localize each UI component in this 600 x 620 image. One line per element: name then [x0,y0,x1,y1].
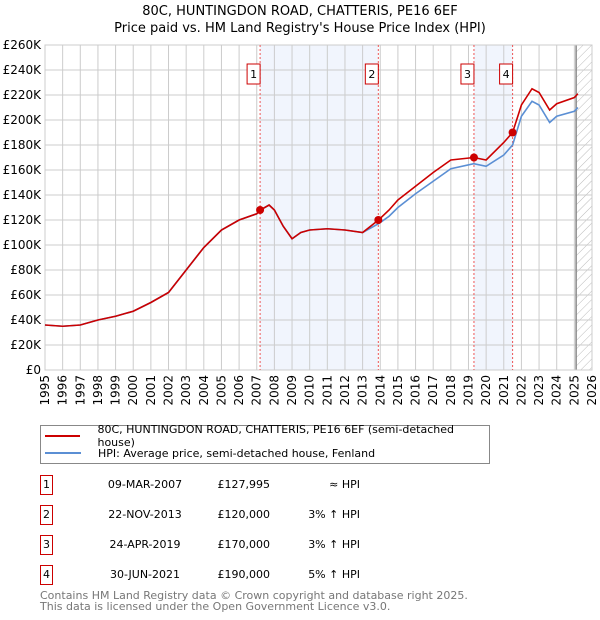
x-tick-label: 2010 [303,375,317,406]
x-tick-label: 2004 [197,375,211,406]
x-tick-label: 1997 [73,375,87,406]
x-tick-label: 2020 [479,375,493,406]
x-tick-label: 1996 [56,375,70,406]
x-tick-label: 2003 [179,375,193,406]
sale-label-box [499,63,514,85]
y-tick-label: £20K [10,338,42,352]
sale-point [374,216,383,224]
y-tick-label: £80K [10,263,42,277]
table-row: 4 30-JUN-2021 £190,000 5% ↑ HPI [40,565,440,585]
x-tick-label: 2001 [144,375,158,406]
plot-frame [44,44,593,371]
x-tick-label: 2026 [585,375,599,406]
x-tick-label: 2023 [532,375,546,406]
x-tick-label: 2019 [461,375,475,406]
y-tick-label: £200K [3,113,43,127]
shaded-period [260,45,379,370]
x-tick-label: 2011 [320,375,334,406]
x-tick-label: 2013 [356,375,370,406]
y-tick-label: £160K [3,163,43,177]
sale-label-box [246,63,261,85]
sale-price: £170,000 [217,538,271,551]
x-tick-label: 2002 [162,375,176,406]
sale-date: 30-JUN-2021 [109,568,181,581]
price-paid-line [44,87,579,328]
footer: Contains HM Land Registry data © Crown c… [40,590,468,612]
y-tick-label: £120K [3,213,43,227]
price-chart: 1995 1996 1997 1998 1999 2000 2001 2002 2003 2004… [3,38,599,406]
x-tick-label: 2024 [550,375,564,406]
y-tick-label: £40K [10,313,42,327]
sale-hpi-relation: 3% ↑ HPI [308,538,360,551]
y-tick-label: £140K [3,188,43,202]
x-tick-label: 1995 [38,375,52,406]
sale-point [256,206,265,215]
sale-date: 24-APR-2019 [109,538,181,551]
y-tick-label: £100K [3,238,43,252]
legend-blue-line [45,452,81,454]
x-tick-label: 2008 [267,375,281,406]
y-tick-label: £0 [26,363,41,377]
x-tick-label: 2022 [514,375,528,406]
shaded-period [473,45,513,370]
chart-title: 80C, HUNTINGDON ROAD, CHATTERIS, PE16 6E… [142,4,458,19]
table-row: 1 09-MAR-2007 £127,995 ≈ HPI [40,475,440,495]
y-tick-label: £60K [10,288,42,302]
sale-label: 1 [250,68,257,81]
sale-number: 4 [40,565,53,585]
legend-red-line [45,435,81,437]
sale-hpi-relation: 3% ↑ HPI [308,508,360,521]
x-tick-label: 2017 [426,375,440,406]
x-tick-label: 2018 [444,375,458,406]
table-row: 3 24-APR-2019 £170,000 3% ↑ HPI [40,535,440,555]
sale-label-box [460,63,475,85]
table-row: 2 22-NOV-2013 £120,000 3% ↑ HPI [40,505,440,525]
x-tick-label: 2021 [497,375,511,406]
x-tick-label: 2006 [232,375,246,406]
sale-label: 3 [464,68,471,81]
sale-price: £127,995 [217,478,271,491]
sale-number: 2 [40,505,53,525]
y-tick-label: £180K [3,138,43,152]
x-tick-label: 2012 [338,375,352,406]
sale-label-box [364,63,379,85]
sale-point [508,128,517,137]
x-tick-label: 2014 [373,375,387,406]
y-tick-label: £240K [3,63,43,77]
x-tick-label: 2025 [567,375,581,406]
footer-licence: This data is licensed under the Open Gov… [40,600,391,613]
x-tick-label: 2005 [214,375,228,406]
sale-price: £120,000 [217,508,271,521]
x-tick-label: 2009 [285,375,299,406]
sale-number: 3 [40,535,53,555]
forecast-hatch [576,45,592,370]
sale-label: 2 [368,68,375,81]
sale-point [469,153,478,162]
x-tick-label: 2000 [126,375,140,406]
sale-hpi-relation: 5% ↑ HPI [308,568,360,581]
x-tick-label: 2016 [409,375,423,406]
x-tick-label: 2015 [391,375,405,406]
sale-price: £190,000 [217,568,271,581]
x-tick-label: 1999 [109,375,123,406]
sale-label: 4 [503,68,510,81]
y-tick-label: £220K [3,88,43,102]
chart-subtitle: Price paid vs. HM Land Registry's House … [114,21,486,36]
sale-hpi-relation: ≈ HPI [329,478,360,491]
y-tick-label: £260K [3,38,43,52]
sale-date: 09-MAR-2007 [107,478,183,491]
legend-property-label: 80C, HUNTINGDON ROAD, CHATTERIS, PE16 6E… [97,423,454,449]
footer-copyright: Contains HM Land Registry data © Crown c… [40,589,468,602]
legend: 80C, HUNTINGDON ROAD, CHATTERIS, PE16 6E… [40,423,490,464]
x-tick-label: 2007 [250,375,264,406]
legend-hpi-label: HPI: Average price, semi-detached house,… [98,446,376,460]
sale-number: 1 [40,475,53,495]
x-tick-label: 1998 [91,375,105,406]
sale-date: 22-NOV-2013 [108,508,182,521]
